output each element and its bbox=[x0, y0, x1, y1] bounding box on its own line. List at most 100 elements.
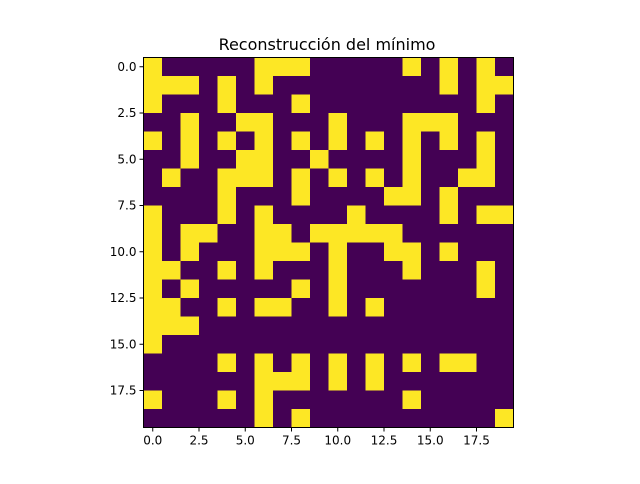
heatmap-cell bbox=[254, 390, 274, 410]
heatmap-cell bbox=[421, 205, 440, 225]
heatmap-cell bbox=[402, 76, 422, 95]
x-tick-label: 0.0 bbox=[143, 434, 162, 448]
heatmap-cell bbox=[236, 261, 255, 280]
heatmap-cell bbox=[162, 353, 181, 373]
x-tick-label: 17.5 bbox=[463, 434, 490, 448]
heatmap-cell bbox=[199, 76, 218, 95]
heatmap-cell bbox=[384, 242, 403, 262]
heatmap-cell bbox=[365, 279, 385, 299]
heatmap-cell bbox=[199, 113, 218, 132]
heatmap-cell bbox=[439, 353, 459, 373]
heatmap-cell bbox=[458, 113, 477, 132]
heatmap-cell bbox=[476, 76, 496, 95]
heatmap-cell bbox=[384, 131, 403, 151]
heatmap-cell bbox=[291, 131, 311, 151]
heatmap-cell bbox=[439, 261, 459, 280]
heatmap-cell bbox=[347, 261, 366, 280]
heatmap-cell bbox=[495, 279, 514, 299]
heatmap-cell bbox=[273, 335, 292, 354]
heatmap-cell bbox=[199, 316, 218, 336]
heatmap-cell bbox=[328, 76, 348, 95]
heatmap-cell bbox=[310, 298, 329, 317]
heatmap-cell bbox=[291, 390, 311, 410]
heatmap-cell bbox=[402, 409, 422, 428]
x-tick-label: 2.5 bbox=[189, 434, 208, 448]
heatmap-cell bbox=[347, 409, 366, 428]
heatmap-cell bbox=[421, 390, 440, 410]
heatmap-cell bbox=[458, 353, 477, 373]
heatmap-cell bbox=[365, 76, 385, 95]
heatmap-cell bbox=[162, 261, 181, 280]
heatmap-cell bbox=[421, 261, 440, 280]
heatmap-cell bbox=[254, 131, 274, 151]
heatmap-cell bbox=[365, 113, 385, 132]
heatmap-cell bbox=[236, 94, 255, 114]
heatmap-cell bbox=[162, 57, 181, 77]
heatmap-cell bbox=[439, 57, 459, 77]
heatmap-cell bbox=[384, 205, 403, 225]
heatmap-cell bbox=[273, 94, 292, 114]
x-tick-label: 5.0 bbox=[236, 434, 255, 448]
heatmap-cell bbox=[347, 168, 366, 188]
heatmap-cell bbox=[162, 316, 181, 336]
heatmap-cell bbox=[439, 150, 459, 169]
heatmap-cell bbox=[199, 168, 218, 188]
heatmap-cell bbox=[273, 261, 292, 280]
heatmap-cell bbox=[365, 316, 385, 336]
x-tick-label: 10.0 bbox=[324, 434, 351, 448]
heatmap-cell bbox=[328, 242, 348, 262]
heatmap-cell bbox=[217, 316, 237, 336]
heatmap-cell bbox=[439, 335, 459, 354]
heatmap-cell bbox=[217, 261, 237, 280]
heatmap-cell bbox=[291, 94, 311, 114]
heatmap-cell bbox=[476, 353, 496, 373]
heatmap-cell bbox=[291, 187, 311, 206]
heatmap-cell bbox=[273, 279, 292, 299]
heatmap-cell bbox=[162, 187, 181, 206]
heatmap-cell bbox=[495, 390, 514, 410]
heatmap-cell bbox=[365, 168, 385, 188]
heatmap-cell bbox=[162, 242, 181, 262]
heatmap-cell bbox=[402, 353, 422, 373]
heatmap-cell bbox=[439, 409, 459, 428]
heatmap-cell bbox=[328, 131, 348, 151]
heatmap-cell bbox=[458, 131, 477, 151]
heatmap-cell bbox=[384, 224, 403, 243]
heatmap-cell bbox=[328, 353, 348, 373]
heatmap-cell bbox=[476, 335, 496, 354]
heatmap-cell bbox=[328, 261, 348, 280]
heatmap-cell bbox=[439, 298, 459, 317]
heatmap-cell bbox=[384, 94, 403, 114]
heatmap-cell bbox=[402, 94, 422, 114]
heatmap-cell bbox=[217, 76, 237, 95]
heatmap-cell bbox=[291, 409, 311, 428]
heatmap-cell bbox=[347, 372, 366, 391]
heatmap-cell bbox=[402, 372, 422, 391]
heatmap-cell bbox=[347, 205, 366, 225]
heatmap-cell bbox=[254, 94, 274, 114]
heatmap-cell bbox=[143, 131, 163, 151]
heatmap-cell bbox=[273, 390, 292, 410]
heatmap-cell bbox=[402, 187, 422, 206]
heatmap-cell bbox=[162, 279, 181, 299]
heatmap-cell bbox=[328, 372, 348, 391]
heatmap-cell bbox=[180, 390, 200, 410]
heatmap-cell bbox=[199, 205, 218, 225]
heatmap-cell bbox=[439, 390, 459, 410]
heatmap-cell bbox=[217, 390, 237, 410]
heatmap-cell bbox=[384, 187, 403, 206]
heatmap-cell bbox=[180, 94, 200, 114]
heatmap-cell bbox=[476, 187, 496, 206]
heatmap-cell bbox=[310, 205, 329, 225]
heatmap-cell bbox=[328, 335, 348, 354]
heatmap-cell bbox=[458, 409, 477, 428]
heatmap-cell bbox=[439, 279, 459, 299]
heatmap-cell bbox=[384, 57, 403, 77]
heatmap-cell bbox=[236, 187, 255, 206]
heatmap-cell bbox=[439, 187, 459, 206]
heatmap-cell bbox=[254, 187, 274, 206]
heatmap-cell bbox=[217, 335, 237, 354]
heatmap-cell bbox=[384, 76, 403, 95]
heatmap-cell bbox=[254, 168, 274, 188]
